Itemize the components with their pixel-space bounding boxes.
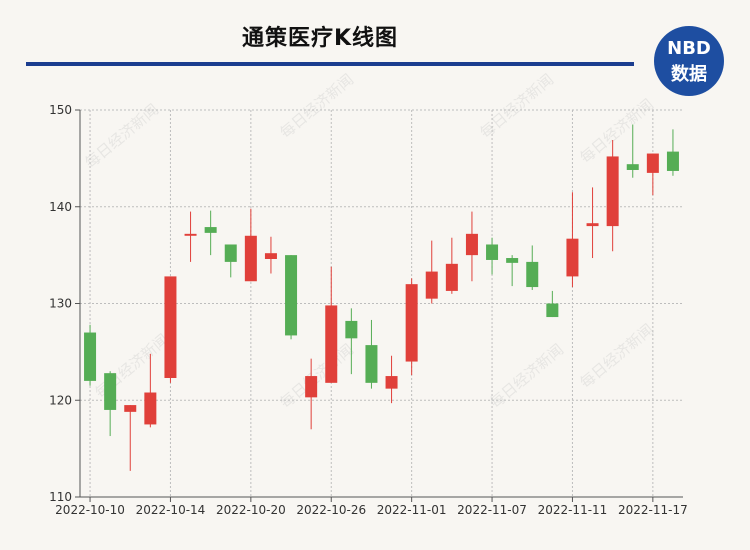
- candle: [264, 236, 277, 274]
- x-tick-label: 2022-11-17: [618, 503, 688, 517]
- candle: [526, 245, 539, 290]
- candle: [184, 211, 197, 262]
- candle: [425, 240, 438, 304]
- candle: [586, 187, 599, 259]
- candle-body: [244, 235, 257, 282]
- candle: [385, 355, 398, 404]
- candle-body: [566, 238, 579, 277]
- candle-body: [184, 233, 197, 236]
- candle-body: [164, 276, 177, 378]
- candle: [104, 371, 117, 437]
- x-tick-label: 2022-10-20: [216, 503, 286, 517]
- candle-body: [626, 164, 639, 170]
- candle: [405, 278, 418, 376]
- x-tick-label: 2022-11-07: [457, 503, 527, 517]
- y-tick-label: 120: [49, 393, 72, 407]
- candle-body: [526, 261, 539, 288]
- candle-body: [325, 305, 338, 383]
- candle-body: [465, 233, 478, 256]
- watermark-text: 每日经济新闻: [277, 70, 358, 142]
- y-tick-label: 130: [49, 297, 72, 311]
- chart-title: 通策医疗K线图: [241, 26, 399, 51]
- candle: [144, 353, 157, 428]
- title-underline: [26, 62, 634, 66]
- candle-body: [204, 227, 217, 233]
- candle-body: [224, 244, 237, 262]
- candle-body: [445, 263, 458, 291]
- y-tick-label: 140: [49, 200, 72, 214]
- candle: [445, 237, 458, 294]
- candle-body: [264, 253, 277, 259]
- candle: [305, 358, 318, 430]
- candle-body: [405, 284, 418, 362]
- candle-body: [285, 255, 298, 336]
- x-tick-label: 2022-11-01: [377, 503, 447, 517]
- x-tick-label: 2022-10-26: [296, 503, 366, 517]
- x-tick-label: 2022-11-11: [538, 503, 608, 517]
- axes: 110 120 130 140 150 2022-10-10 2022-10-14 2022-…: [49, 103, 688, 517]
- candle: [365, 319, 378, 389]
- candle-body: [345, 320, 358, 339]
- candle: [224, 244, 237, 278]
- candle-body: [124, 405, 137, 412]
- candle-body: [486, 244, 499, 260]
- candle: [506, 255, 519, 287]
- candle-body: [84, 332, 97, 381]
- candle: [345, 308, 358, 375]
- candle: [465, 211, 478, 282]
- candle-body: [385, 376, 398, 389]
- candle: [606, 139, 619, 252]
- candle: [325, 266, 338, 383]
- candle: [566, 192, 579, 288]
- candle: [486, 237, 499, 275]
- candle: [285, 255, 298, 340]
- watermark-text: 每日经济新闻: [82, 100, 163, 172]
- x-tick-label: 2022-10-10: [55, 503, 125, 517]
- candle-body: [104, 373, 117, 410]
- candle-body: [586, 223, 599, 227]
- candle-body: [305, 376, 318, 398]
- nbd-logo: NBD 数据: [654, 26, 724, 96]
- candle: [164, 276, 177, 383]
- watermark-text: 每日经济新闻: [487, 340, 568, 412]
- candle-body: [646, 153, 659, 173]
- candle: [546, 290, 559, 318]
- candle-body: [606, 156, 619, 227]
- logo-text-data: 数据: [671, 64, 707, 85]
- watermark-text: 每日经济新闻: [577, 95, 658, 167]
- watermark-text: 每日经济新闻: [477, 70, 558, 142]
- logo-text-nbd: NBD: [667, 38, 711, 59]
- candle: [666, 129, 679, 176]
- y-tick-label: 110: [49, 490, 72, 504]
- candle-body: [666, 151, 679, 171]
- candle-body: [144, 392, 157, 425]
- x-tick-label: 2022-10-14: [136, 503, 206, 517]
- candle: [204, 210, 217, 256]
- y-tick-label: 150: [49, 103, 72, 117]
- candle-body: [365, 345, 378, 383]
- candle: [646, 153, 659, 196]
- candle: [84, 324, 97, 386]
- watermark-text: 每日经济新闻: [577, 320, 658, 392]
- candle-body: [425, 271, 438, 299]
- candle: [124, 405, 137, 471]
- candle-body: [506, 258, 519, 263]
- watermark-text: 每日经济新闻: [92, 330, 173, 402]
- candle: [626, 124, 639, 178]
- candle: [244, 208, 257, 282]
- candle-body: [546, 303, 559, 318]
- candles: [84, 124, 679, 471]
